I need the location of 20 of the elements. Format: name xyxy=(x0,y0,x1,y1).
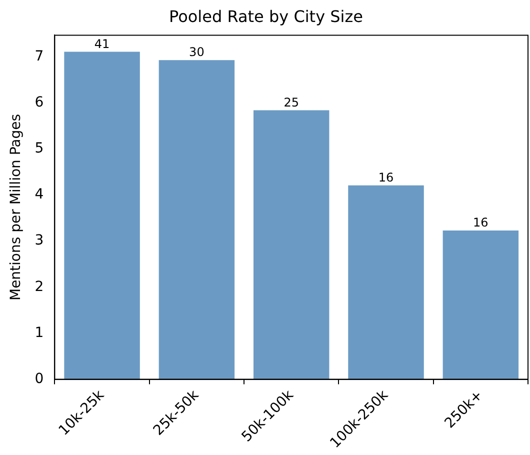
y-tick-label: 5 xyxy=(34,140,44,157)
y-tick-label: 3 xyxy=(34,232,44,249)
y-tick-label: 4 xyxy=(34,186,44,203)
annotation: 16 xyxy=(473,216,488,230)
bar xyxy=(64,52,140,380)
y-tick-label: 6 xyxy=(34,94,44,111)
y-tick-label: 7 xyxy=(34,48,44,64)
y-tick-label: 0 xyxy=(34,370,44,387)
y-tick-label: 2 xyxy=(34,278,44,295)
y-tick-label: 1 xyxy=(34,324,44,341)
annotation: 30 xyxy=(189,45,204,60)
bar xyxy=(253,110,330,380)
bar xyxy=(158,60,235,380)
annotation: 41 xyxy=(94,36,110,51)
annotation: 16 xyxy=(378,170,394,184)
y-axis-title: Mentions per Million Pages xyxy=(8,114,24,301)
bar xyxy=(348,185,424,380)
bar xyxy=(442,230,519,380)
annotation: 25 xyxy=(284,95,299,110)
chart-title: Pooled Rate by City Size xyxy=(169,6,363,26)
